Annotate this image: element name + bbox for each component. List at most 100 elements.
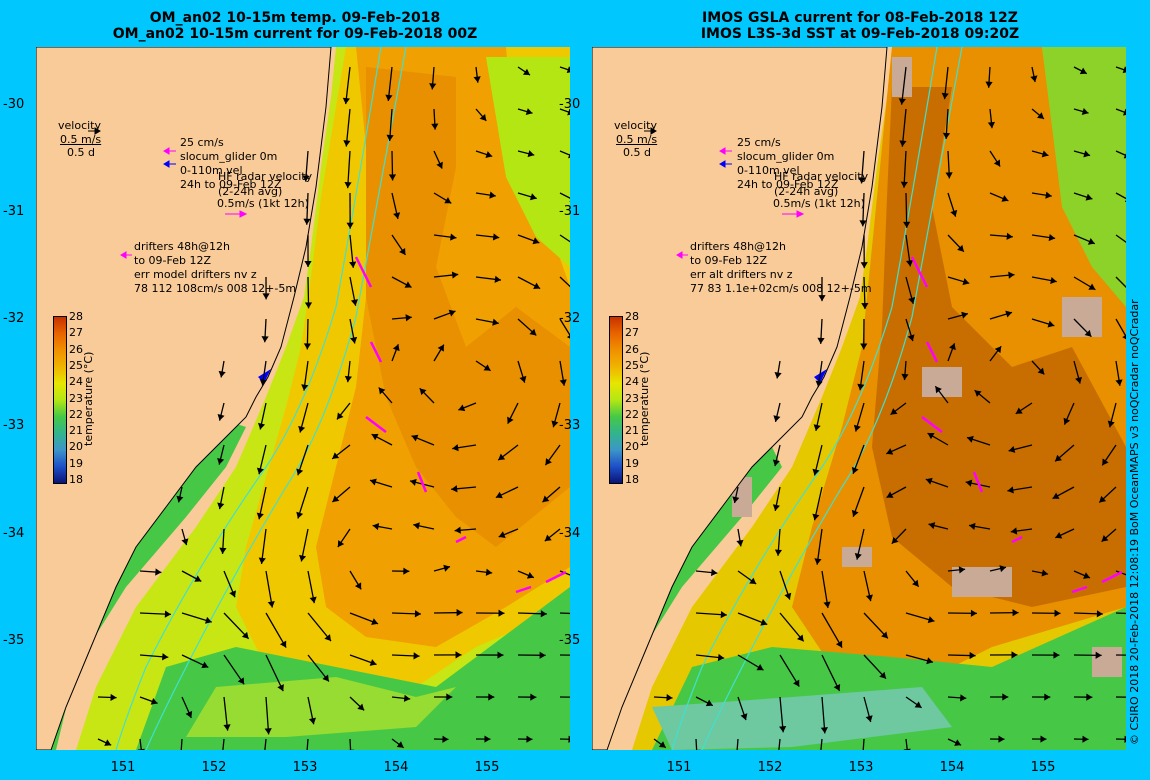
current-vector-head bbox=[926, 657, 933, 665]
current-vector-head bbox=[522, 68, 530, 76]
current-vector-head bbox=[241, 631, 249, 639]
current-vector-head bbox=[259, 379, 267, 386]
current-vector-head bbox=[865, 715, 873, 723]
current-vector bbox=[1115, 192, 1126, 200]
current-vector-head bbox=[301, 384, 309, 391]
colorbar-tick: 26 bbox=[69, 342, 83, 356]
current-vector-head bbox=[817, 337, 825, 344]
current-vector-head bbox=[958, 566, 966, 574]
current-vector bbox=[559, 276, 570, 288]
current-vector-head bbox=[858, 177, 866, 184]
current-vector-head bbox=[443, 564, 451, 572]
current-vector-head bbox=[861, 302, 869, 310]
current-vector-head bbox=[740, 713, 748, 721]
current-vector-head bbox=[498, 453, 506, 461]
current-vector bbox=[1115, 570, 1126, 576]
current-vector-head bbox=[899, 140, 907, 147]
right-map-graphic bbox=[592, 47, 1126, 750]
radar-scale: 0.5m/s (1kt 12h) bbox=[773, 197, 865, 210]
current-vector-head bbox=[344, 181, 352, 189]
current-vector-head bbox=[773, 415, 781, 422]
current-vector-head bbox=[194, 575, 202, 582]
current-vector-head bbox=[1006, 232, 1013, 240]
current-vector-head bbox=[1087, 238, 1095, 245]
lon-label: 155 bbox=[1030, 760, 1056, 775]
current-vector-head bbox=[912, 579, 919, 587]
glider-depth: 0-110m vel bbox=[180, 164, 243, 177]
current-vector-head bbox=[526, 735, 533, 743]
current-vector-head bbox=[388, 174, 397, 181]
lon-label: 155 bbox=[474, 760, 500, 775]
drifter-track bbox=[515, 585, 532, 594]
current-vector-head bbox=[396, 741, 404, 748]
colorbar-title: temperature (°C) bbox=[638, 351, 651, 446]
current-vector-head bbox=[760, 618, 768, 626]
current-vector bbox=[1115, 150, 1126, 157]
velocity-label: velocity bbox=[614, 119, 657, 132]
current-vector-head bbox=[369, 478, 377, 486]
drifter-track bbox=[1101, 570, 1123, 584]
current-vector-head bbox=[405, 314, 412, 322]
current-vector-head bbox=[935, 386, 942, 394]
current-vector-head bbox=[458, 404, 466, 412]
current-vector bbox=[816, 528, 823, 565]
current-vector-head bbox=[860, 343, 868, 350]
glider-depth: 0-110m vel bbox=[737, 164, 800, 177]
current-vector-head bbox=[298, 425, 306, 433]
current-vector-head bbox=[256, 467, 264, 475]
current-vector-head bbox=[419, 388, 427, 396]
current-vector-head bbox=[525, 108, 533, 116]
current-vector-head bbox=[369, 659, 377, 666]
current-vector-head bbox=[1045, 191, 1052, 199]
current-vector-head bbox=[1008, 445, 1016, 453]
current-vector bbox=[1115, 612, 1126, 615]
colorbar-tick: 28 bbox=[69, 310, 83, 323]
current-vector-head bbox=[969, 522, 976, 530]
current-vector-head bbox=[350, 336, 358, 344]
colorbar-tick: 24 bbox=[69, 375, 83, 389]
left-title-line2: OM_an02 10-15m current for 09-Feb-2018 0… bbox=[112, 26, 478, 42]
current-vector-head bbox=[452, 444, 459, 452]
current-vector bbox=[862, 738, 865, 750]
current-vector-head bbox=[332, 452, 340, 459]
current-vector-head bbox=[1037, 367, 1045, 375]
current-vector-head bbox=[974, 390, 982, 397]
current-vector-head bbox=[658, 741, 666, 748]
glider-label: slocum_glider 0m bbox=[737, 150, 835, 163]
current-vector bbox=[779, 612, 805, 642]
current-vector-head bbox=[332, 495, 340, 502]
current-vector-head bbox=[473, 76, 481, 83]
colorbar-tick: 21 bbox=[69, 424, 83, 438]
current-vector-head bbox=[1081, 108, 1089, 115]
current-vector-head bbox=[181, 538, 189, 546]
current-vector bbox=[559, 234, 570, 243]
current-vector-head bbox=[498, 609, 505, 617]
current-vector-head bbox=[450, 233, 457, 241]
current-vector-head bbox=[403, 567, 410, 575]
current-vector bbox=[345, 66, 351, 105]
lat-label: -32 bbox=[3, 311, 25, 326]
current-vector-head bbox=[529, 328, 537, 336]
current-vector-head bbox=[1075, 376, 1083, 384]
current-vector-head bbox=[1055, 531, 1063, 539]
drifters-line1: drifters 48h@12h bbox=[134, 240, 231, 253]
current-vector-head bbox=[568, 735, 570, 743]
current-vector-head bbox=[1010, 527, 1018, 535]
current-vector-head bbox=[498, 531, 506, 538]
current-vector-head bbox=[857, 383, 865, 391]
lon-label: 152 bbox=[757, 760, 783, 775]
drifter-track bbox=[921, 416, 943, 433]
current-vector bbox=[905, 738, 908, 750]
current-vector-head bbox=[519, 375, 527, 383]
current-vector-head bbox=[774, 371, 782, 379]
current-vector-head bbox=[1007, 486, 1014, 494]
current-vector-head bbox=[1083, 572, 1090, 579]
drifters-line4: 77 83 1.1e+02cm/s 008 12+-5m bbox=[690, 282, 872, 295]
current-vector-head bbox=[545, 458, 552, 466]
current-vector-head bbox=[970, 609, 977, 617]
lat-label: -31 bbox=[3, 204, 25, 219]
drifter-track bbox=[910, 256, 929, 288]
current-vector bbox=[1115, 66, 1126, 72]
current-vector-head bbox=[950, 209, 958, 217]
current-vector-head bbox=[957, 244, 964, 252]
